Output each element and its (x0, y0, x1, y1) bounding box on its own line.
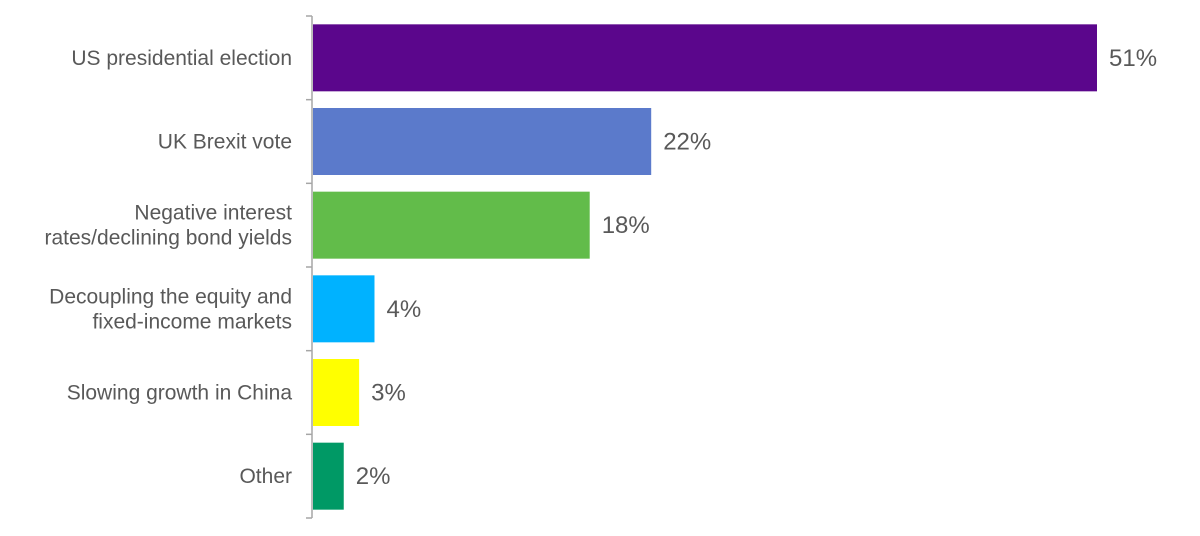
bars-layer (313, 24, 1097, 510)
value-label: 4% (386, 296, 421, 323)
bar (313, 191, 590, 259)
value-label: 22% (663, 129, 711, 156)
labels-layer: 51% US presidential election 22% UK Brexit … (45, 45, 1158, 490)
value-label: 18% (602, 212, 650, 239)
bar (313, 108, 652, 175)
category-label: Other (239, 465, 292, 488)
bar (313, 24, 1097, 92)
category-label: Decoupling the equity and fixed-income ma… (49, 285, 292, 333)
category-label: Slowing growth in China (67, 382, 293, 405)
value-label: 3% (371, 380, 406, 407)
category-label: UK Brexit vote (158, 131, 292, 154)
bar (313, 359, 360, 426)
value-label: 51% (1109, 45, 1157, 72)
value-label: 2% (356, 463, 391, 490)
bar (313, 442, 344, 510)
category-label: US presidential election (71, 47, 292, 70)
category-label: Negative interest rates/declining bond yi… (45, 202, 293, 250)
category-axis (306, 15, 313, 519)
bar (313, 275, 375, 343)
